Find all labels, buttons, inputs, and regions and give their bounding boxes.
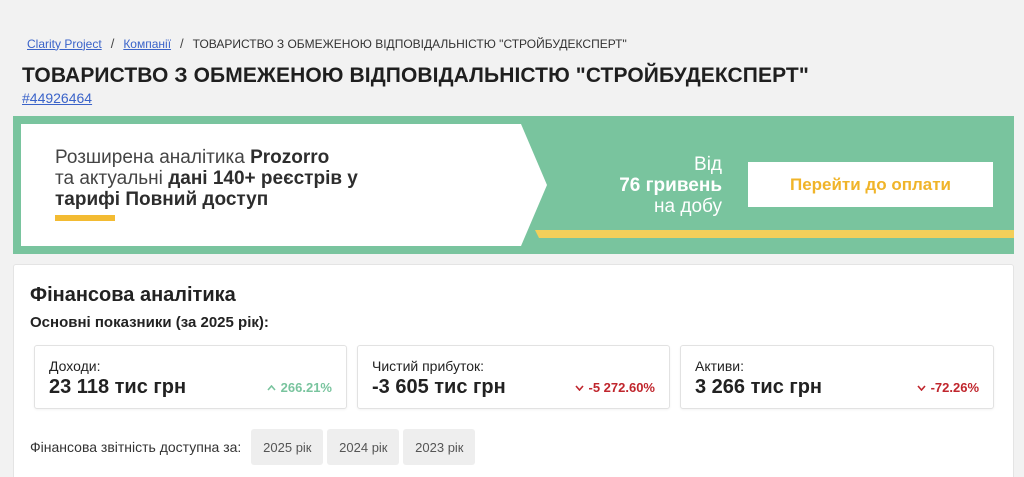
metric-value: 23 118 тис грн <box>49 376 187 398</box>
banner-line2-bold: дані 140+ реєстрів у тарифі Повний досту… <box>55 168 358 210</box>
price-period: на добу <box>654 196 722 217</box>
metric-value: 3 266 тис грн <box>695 376 823 398</box>
chevron-down-icon <box>574 384 584 391</box>
chevron-down-icon <box>916 384 926 391</box>
year-2023-button[interactable]: 2023 рік <box>403 429 476 465</box>
price-block: Від 76 гривень на добу <box>619 154 722 217</box>
metric-label: Доходи: <box>49 358 101 374</box>
metric-change-value: 266.21% <box>280 380 332 395</box>
metric-revenue: Доходи: 23 118 тис грн 266.21% <box>34 345 347 409</box>
metric-change: 266.21% <box>267 380 332 395</box>
metric-change: -72.26% <box>916 380 979 395</box>
company-code-link[interactable]: #44926464 <box>22 90 93 106</box>
banner-line1: Розширена аналітика <box>55 147 251 168</box>
breadcrumb: Clarity Project / Компанії / ТОВАРИСТВО … <box>27 36 627 51</box>
breadcrumb-home-link[interactable]: Clarity Project <box>27 36 102 51</box>
metric-change-value: -72.26% <box>930 380 979 395</box>
promo-banner: Розширена аналітика Prozorro та актуальн… <box>13 116 1014 254</box>
price-amount: 76 гривень <box>619 175 722 196</box>
banner-underline <box>55 215 115 221</box>
banner-text: Розширена аналітика Prozorro та актуальн… <box>55 147 395 210</box>
price-from: Від <box>694 154 722 175</box>
financial-analytics-title: Фінансова аналітика <box>30 284 236 306</box>
page-title: ТОВАРИСТВО З ОБМЕЖЕНОЮ ВІДПОВІДАЛЬНІСТЮ … <box>22 64 809 87</box>
breadcrumb-separator: / <box>180 36 184 51</box>
metric-assets: Активи: 3 266 тис грн -72.26% <box>680 345 994 409</box>
year-2024-button[interactable]: 2024 рік <box>327 429 400 465</box>
breadcrumb-companies-link[interactable]: Компанії <box>123 36 172 51</box>
go-to-payment-button[interactable]: Перейти до оплати <box>748 162 993 207</box>
financial-analytics-card: Фінансова аналітика Основні показники (з… <box>13 264 1014 477</box>
chevron-up-icon <box>267 384 276 391</box>
banner-line1-bold: Prozorro <box>250 147 330 168</box>
key-indicators-subtitle: Основні показники (за 2025 рік): <box>30 314 269 331</box>
banner-arrow-panel <box>21 124 1014 246</box>
metric-change: -5 272.60% <box>574 380 656 395</box>
breadcrumb-separator: / <box>110 36 115 51</box>
breadcrumb-current: ТОВАРИСТВО З ОБМЕЖЕНОЮ ВІДПОВІДАЛЬНІСТЮ … <box>192 36 627 51</box>
metric-change-value: -5 272.60% <box>588 380 656 395</box>
reports-label: Фінансова звітність доступна за: <box>30 439 242 455</box>
reports-availability: Фінансова звітність доступна за: 2025 рі… <box>30 429 479 465</box>
metric-label: Чистий прибуток: <box>372 358 485 374</box>
metric-label: Активи: <box>695 358 744 374</box>
metric-value: -3 605 тис грн <box>372 376 506 398</box>
banner-line2: та актуальні <box>55 168 169 189</box>
year-2025-button[interactable]: 2025 рік <box>251 429 324 465</box>
metric-net-profit: Чистий прибуток: -3 605 тис грн -5 272.6… <box>357 345 670 409</box>
